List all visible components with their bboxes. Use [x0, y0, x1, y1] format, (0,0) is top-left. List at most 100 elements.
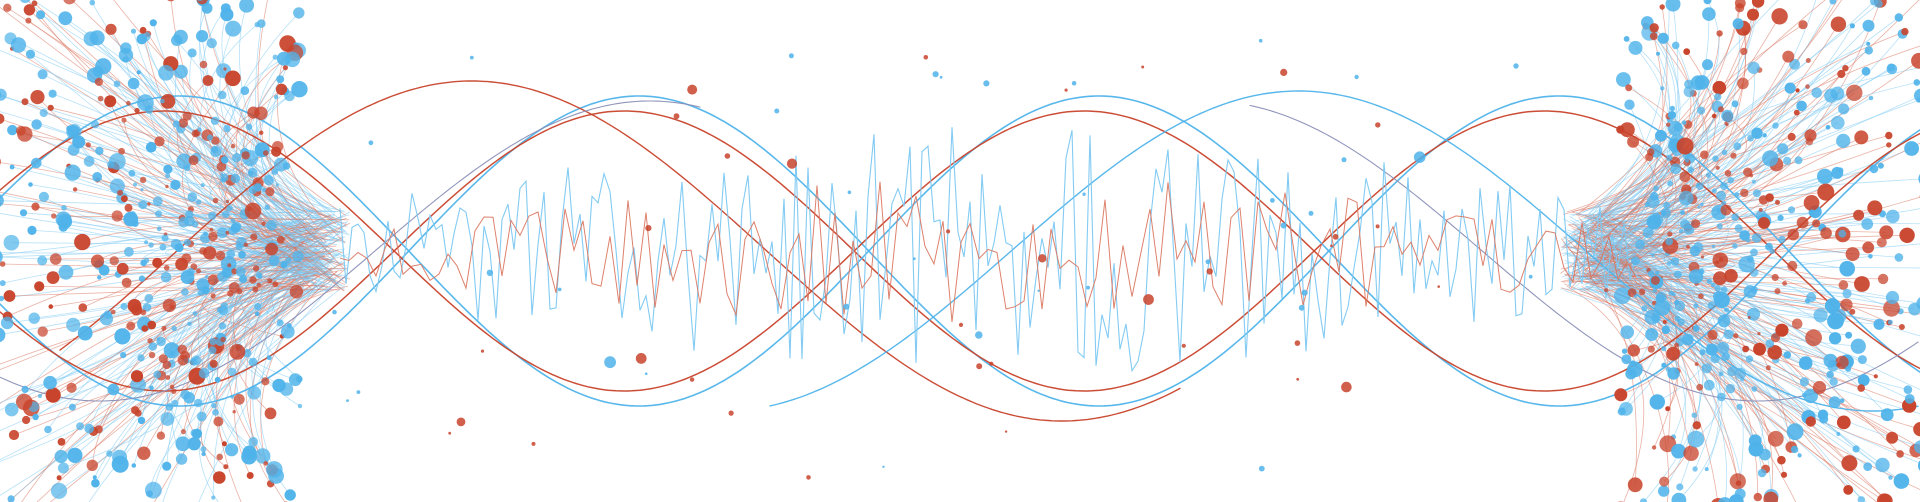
particle-dot	[1652, 288, 1657, 293]
scatter-dot	[448, 431, 452, 435]
particle-dot	[0, 327, 6, 343]
scatter-dot	[1437, 285, 1440, 288]
particle-dot	[1757, 332, 1761, 336]
particle-dot	[77, 325, 93, 341]
particle-dot	[1712, 252, 1729, 268]
particle-dot	[1732, 18, 1744, 30]
particle-dot	[1683, 86, 1695, 98]
particle-dot	[1828, 332, 1842, 345]
fan-line	[251, 245, 337, 250]
helix-wave-line	[0, 95, 1920, 407]
fan-line	[212, 285, 324, 498]
particle-dot	[10, 37, 27, 53]
particle-dot	[78, 303, 88, 312]
particle-dot	[1735, 3, 1745, 13]
particle-dot	[106, 450, 113, 457]
particle-dot	[1787, 206, 1796, 214]
particle-dot	[208, 231, 218, 242]
particle-dot	[66, 382, 77, 393]
particle-dot	[148, 242, 154, 248]
particle-dot	[1711, 244, 1716, 249]
particle-dot	[210, 293, 216, 299]
particle-dot	[1751, 0, 1765, 8]
particle-dot	[247, 106, 260, 119]
particle-dot	[1842, 288, 1852, 299]
particle-dot	[1655, 129, 1667, 142]
particle-dot	[1820, 227, 1832, 239]
particle-dot	[1720, 204, 1732, 216]
particle-dot	[1812, 380, 1827, 395]
particle-dot	[55, 211, 72, 228]
particle-dot	[56, 475, 62, 481]
particle-dot	[244, 202, 262, 220]
particle-dot	[1737, 77, 1749, 90]
fan-line	[252, 95, 340, 234]
particle-dot	[1839, 260, 1855, 277]
particle-dot	[1625, 368, 1637, 380]
particle-dot	[94, 77, 103, 86]
particle-dot	[192, 311, 198, 317]
particle-dot	[1649, 32, 1658, 41]
particle-dot	[223, 67, 227, 71]
particle-dot	[241, 448, 257, 465]
scatter-dot	[604, 356, 616, 369]
particle-dot	[1710, 282, 1716, 288]
particle-dot	[1782, 281, 1787, 286]
particle-dot	[1842, 65, 1849, 72]
particle-dot	[156, 226, 162, 232]
particle-dot	[247, 206, 253, 212]
particle-dot	[1659, 476, 1670, 487]
particle-dot	[211, 403, 217, 409]
particle-dot	[1715, 165, 1720, 170]
particle-dot	[90, 120, 100, 129]
scatter-dot	[645, 225, 652, 232]
fan-line	[221, 14, 327, 225]
fan-line	[1581, 28, 1747, 235]
scatter-dot	[689, 377, 695, 382]
particle-dot	[1627, 477, 1643, 493]
particle-dot	[1695, 182, 1704, 191]
particle-dot	[1869, 164, 1879, 174]
particle-dot	[1700, 202, 1704, 207]
particle-dot	[149, 19, 157, 27]
particle-dot	[235, 243, 243, 251]
particle-dot	[58, 11, 73, 26]
particle-dot	[239, 275, 248, 283]
particle-dot	[120, 352, 127, 359]
scatter-dot	[1332, 233, 1339, 240]
fan-line	[1576, 0, 1755, 230]
particle-dot	[289, 285, 304, 299]
fan-line	[113, 0, 347, 216]
particle-dot	[1913, 422, 1920, 437]
fan-line	[1576, 7, 1741, 216]
particle-dot	[198, 368, 210, 379]
particle-dot	[131, 406, 140, 415]
particle-dot	[201, 451, 206, 457]
particle-dot	[1857, 374, 1870, 387]
particle-dot	[1750, 286, 1758, 294]
particle-dot	[1679, 171, 1691, 183]
particle-dot	[207, 134, 213, 141]
particle-dot	[220, 177, 226, 183]
particle-dot	[1893, 473, 1910, 489]
fan-line	[11, 242, 324, 246]
particle-dot	[1665, 0, 1681, 12]
particle-dot	[1762, 150, 1779, 167]
fan-line	[91, 282, 305, 466]
scatter-dot	[1301, 289, 1308, 296]
particle-dot	[1787, 260, 1798, 271]
particle-dot	[95, 58, 112, 75]
particle-dot	[127, 77, 140, 90]
particle-dot	[180, 429, 186, 435]
particle-dot	[142, 303, 152, 312]
particle-dot	[31, 0, 38, 7]
particle-dot	[1745, 237, 1751, 243]
particle-dot	[1647, 345, 1655, 353]
particle-dot	[1658, 485, 1670, 497]
particle-dot	[1627, 344, 1641, 357]
particle-dot	[249, 276, 257, 284]
particle-dot	[169, 350, 175, 356]
particle-dot	[229, 344, 246, 360]
particle-dot	[57, 438, 66, 446]
particle-dot	[1806, 292, 1817, 303]
